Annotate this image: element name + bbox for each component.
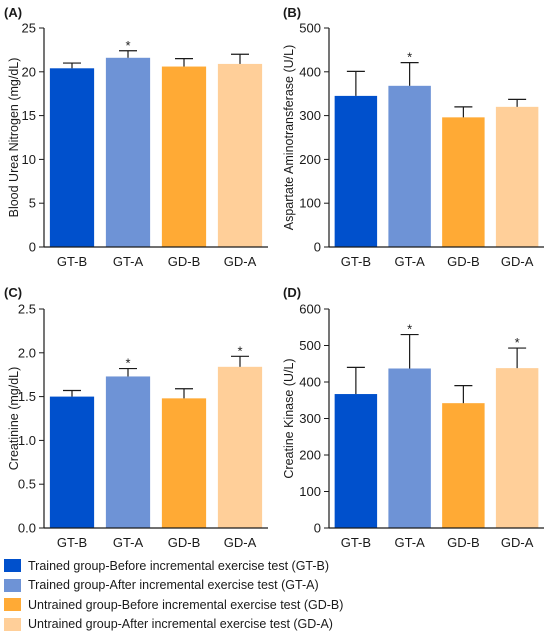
panel-d: (D) Creatine Kinase (U/L) 0 100 200 300 400 500… (282, 285, 544, 550)
y-tick-label: 200 (299, 152, 321, 167)
y-tick-label: 0.5 (18, 477, 36, 492)
x-tick-label-gt-a: GT-A (113, 535, 144, 550)
bar-gt-a (388, 368, 431, 528)
y-tick-label: 0 (29, 240, 36, 255)
y-axis-title: Blood Urea Nitrogen (mg/dL) (7, 58, 21, 218)
x-tick-label-gd-a: GD-A (501, 535, 534, 550)
x-tick-label-gt-b: GT-B (57, 535, 87, 550)
y-tick-label: 1.5 (18, 389, 36, 404)
legend-swatch-gd-b (4, 598, 21, 612)
legend-item-gd-a: Untrained group-After incremental exerci… (4, 615, 544, 634)
x-tick-label-gt-b: GT-B (341, 535, 371, 550)
bar-gt-b (49, 68, 95, 248)
legend-label-gd-a: Untrained group-After incremental exerci… (28, 617, 333, 632)
y-tick-label: 15 (22, 108, 36, 123)
bar-gt-b (334, 394, 378, 528)
legend-swatch-gt-a (4, 578, 21, 592)
bar-gt-b (49, 396, 95, 528)
y-tick-label: 0 (314, 240, 321, 255)
x-tick-label-gd-b: GD-B (168, 535, 201, 550)
y-tick-label: 1.0 (18, 433, 36, 448)
y-tick-label: 500 (299, 338, 321, 353)
x-tick-label-gt-b: GT-B (57, 254, 87, 269)
legend-label-gt-a: Trained group-After incremental exercise… (28, 578, 319, 593)
significance-star: * (125, 356, 130, 371)
significance-star: * (407, 322, 412, 337)
x-tick-label-gd-b: GD-B (168, 254, 201, 269)
y-tick-label: 300 (299, 108, 321, 123)
y-tick-label: 2.0 (18, 345, 36, 360)
y-tick-label: 400 (299, 375, 321, 390)
bar-gd-b (161, 66, 207, 247)
panel-label: (B) (283, 5, 301, 20)
y-tick-label: 300 (299, 411, 321, 426)
bar-gd-a (495, 368, 539, 528)
x-tick-label-gd-a: GD-A (501, 254, 534, 269)
panel-a: (A) Blood Urea Nitrogen (mg/dL) 0 5 10 15 20 25… (4, 5, 268, 269)
y-tick-label: 25 (22, 21, 36, 36)
y-tick-label: 2.5 (18, 302, 36, 317)
bar-gd-a (217, 63, 263, 247)
significance-star: * (515, 335, 520, 350)
legend-item-gt-a: Trained group-After incremental exercise… (4, 576, 544, 596)
y-axis-title: Creatine Kinase (U/L) (282, 358, 296, 478)
panel-c: (C) Creatinine (mg/dL) 0.0 0.5 1.0 1.5 2.0 2.5 G… (4, 285, 268, 550)
bar-gt-b (334, 95, 378, 247)
y-tick-label: 5 (29, 196, 36, 211)
panel-label: (C) (4, 285, 22, 300)
significance-star: * (237, 343, 242, 358)
y-tick-label: 20 (22, 64, 36, 79)
legend-swatch-gd-a (4, 617, 21, 631)
y-axis-title: Aspartate Aminotransferase (U/L) (282, 45, 296, 231)
y-tick-label: 100 (299, 196, 321, 211)
legend-label-gt-b: Trained group-Before incremental exercis… (28, 558, 330, 573)
bar-gd-a (495, 106, 539, 247)
y-tick-label: 200 (299, 448, 321, 463)
significance-star: * (407, 50, 412, 65)
x-tick-label-gt-a: GT-A (394, 254, 425, 269)
bar-gt-a (388, 85, 431, 247)
bar-gt-a (105, 57, 151, 248)
panel-label: (D) (283, 285, 301, 300)
x-tick-label-gd-a: GD-A (224, 535, 257, 550)
x-tick-label-gd-b: GD-B (447, 535, 480, 550)
figure: (A) Blood Urea Nitrogen (mg/dL) 0 5 10 15 20 25… (4, 5, 544, 550)
x-tick-label-gt-a: GT-A (394, 535, 425, 550)
x-tick-label-gd-b: GD-B (447, 254, 480, 269)
bar-gd-b (161, 398, 207, 528)
legend-label-gd-b: Untrained group-Before incremental exerc… (28, 597, 344, 612)
significance-star: * (125, 38, 130, 53)
bar-gd-b (442, 403, 485, 528)
y-tick-label: 400 (299, 64, 321, 79)
y-tick-label: 500 (299, 21, 321, 36)
y-tick-label: 0 (314, 521, 321, 536)
bar-gd-a (217, 366, 263, 528)
x-tick-label-gt-b: GT-B (341, 254, 371, 269)
legend-item-gd-b: Untrained group-Before incremental exerc… (4, 595, 544, 615)
y-tick-label: 0.0 (18, 521, 36, 536)
x-tick-label-gt-a: GT-A (113, 254, 144, 269)
y-tick-label: 10 (22, 152, 36, 167)
y-tick-label: 600 (299, 302, 321, 317)
x-tick-label-gd-a: GD-A (224, 254, 257, 269)
legend: Trained group-Before incremental exercis… (4, 556, 544, 634)
legend-item-gt-b: Trained group-Before incremental exercis… (4, 556, 544, 576)
panel-b: (B) Aspartate Aminotransferase (U/L) 0 100 2… (282, 5, 544, 269)
y-tick-label: 100 (299, 484, 321, 499)
bar-gt-a (105, 376, 151, 528)
bar-gd-b (442, 117, 485, 248)
panel-label: (A) (4, 5, 22, 20)
y-axis-title: Creatinine (mg/dL) (7, 367, 21, 471)
legend-swatch-gt-b (4, 559, 21, 573)
